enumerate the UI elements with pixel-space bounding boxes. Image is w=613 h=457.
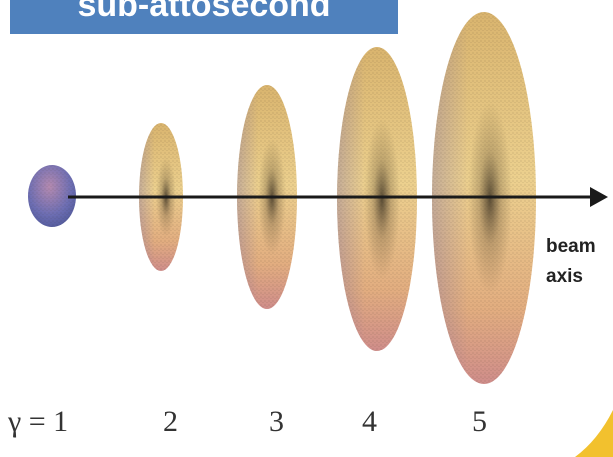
gamma-label-1: γ = 1 <box>8 405 69 438</box>
ellipsoid-gamma-1 <box>28 165 76 227</box>
ellipsoid-gamma-4 <box>337 47 417 351</box>
beam-axis-label-line1: beam <box>546 236 596 257</box>
beam-axis-label-line2: axis <box>546 266 583 287</box>
gamma-label-2: 2 <box>163 405 178 438</box>
beam-axis-arrow <box>68 187 608 207</box>
title-text: sub-attosecond <box>77 0 331 24</box>
gamma-label-3: 3 <box>269 405 284 438</box>
gamma-label-4: 4 <box>362 405 377 438</box>
gamma-label-5: 5 <box>472 405 487 438</box>
title-banner: sub-attosecond <box>10 0 398 34</box>
accent-corner-shape <box>575 410 613 457</box>
